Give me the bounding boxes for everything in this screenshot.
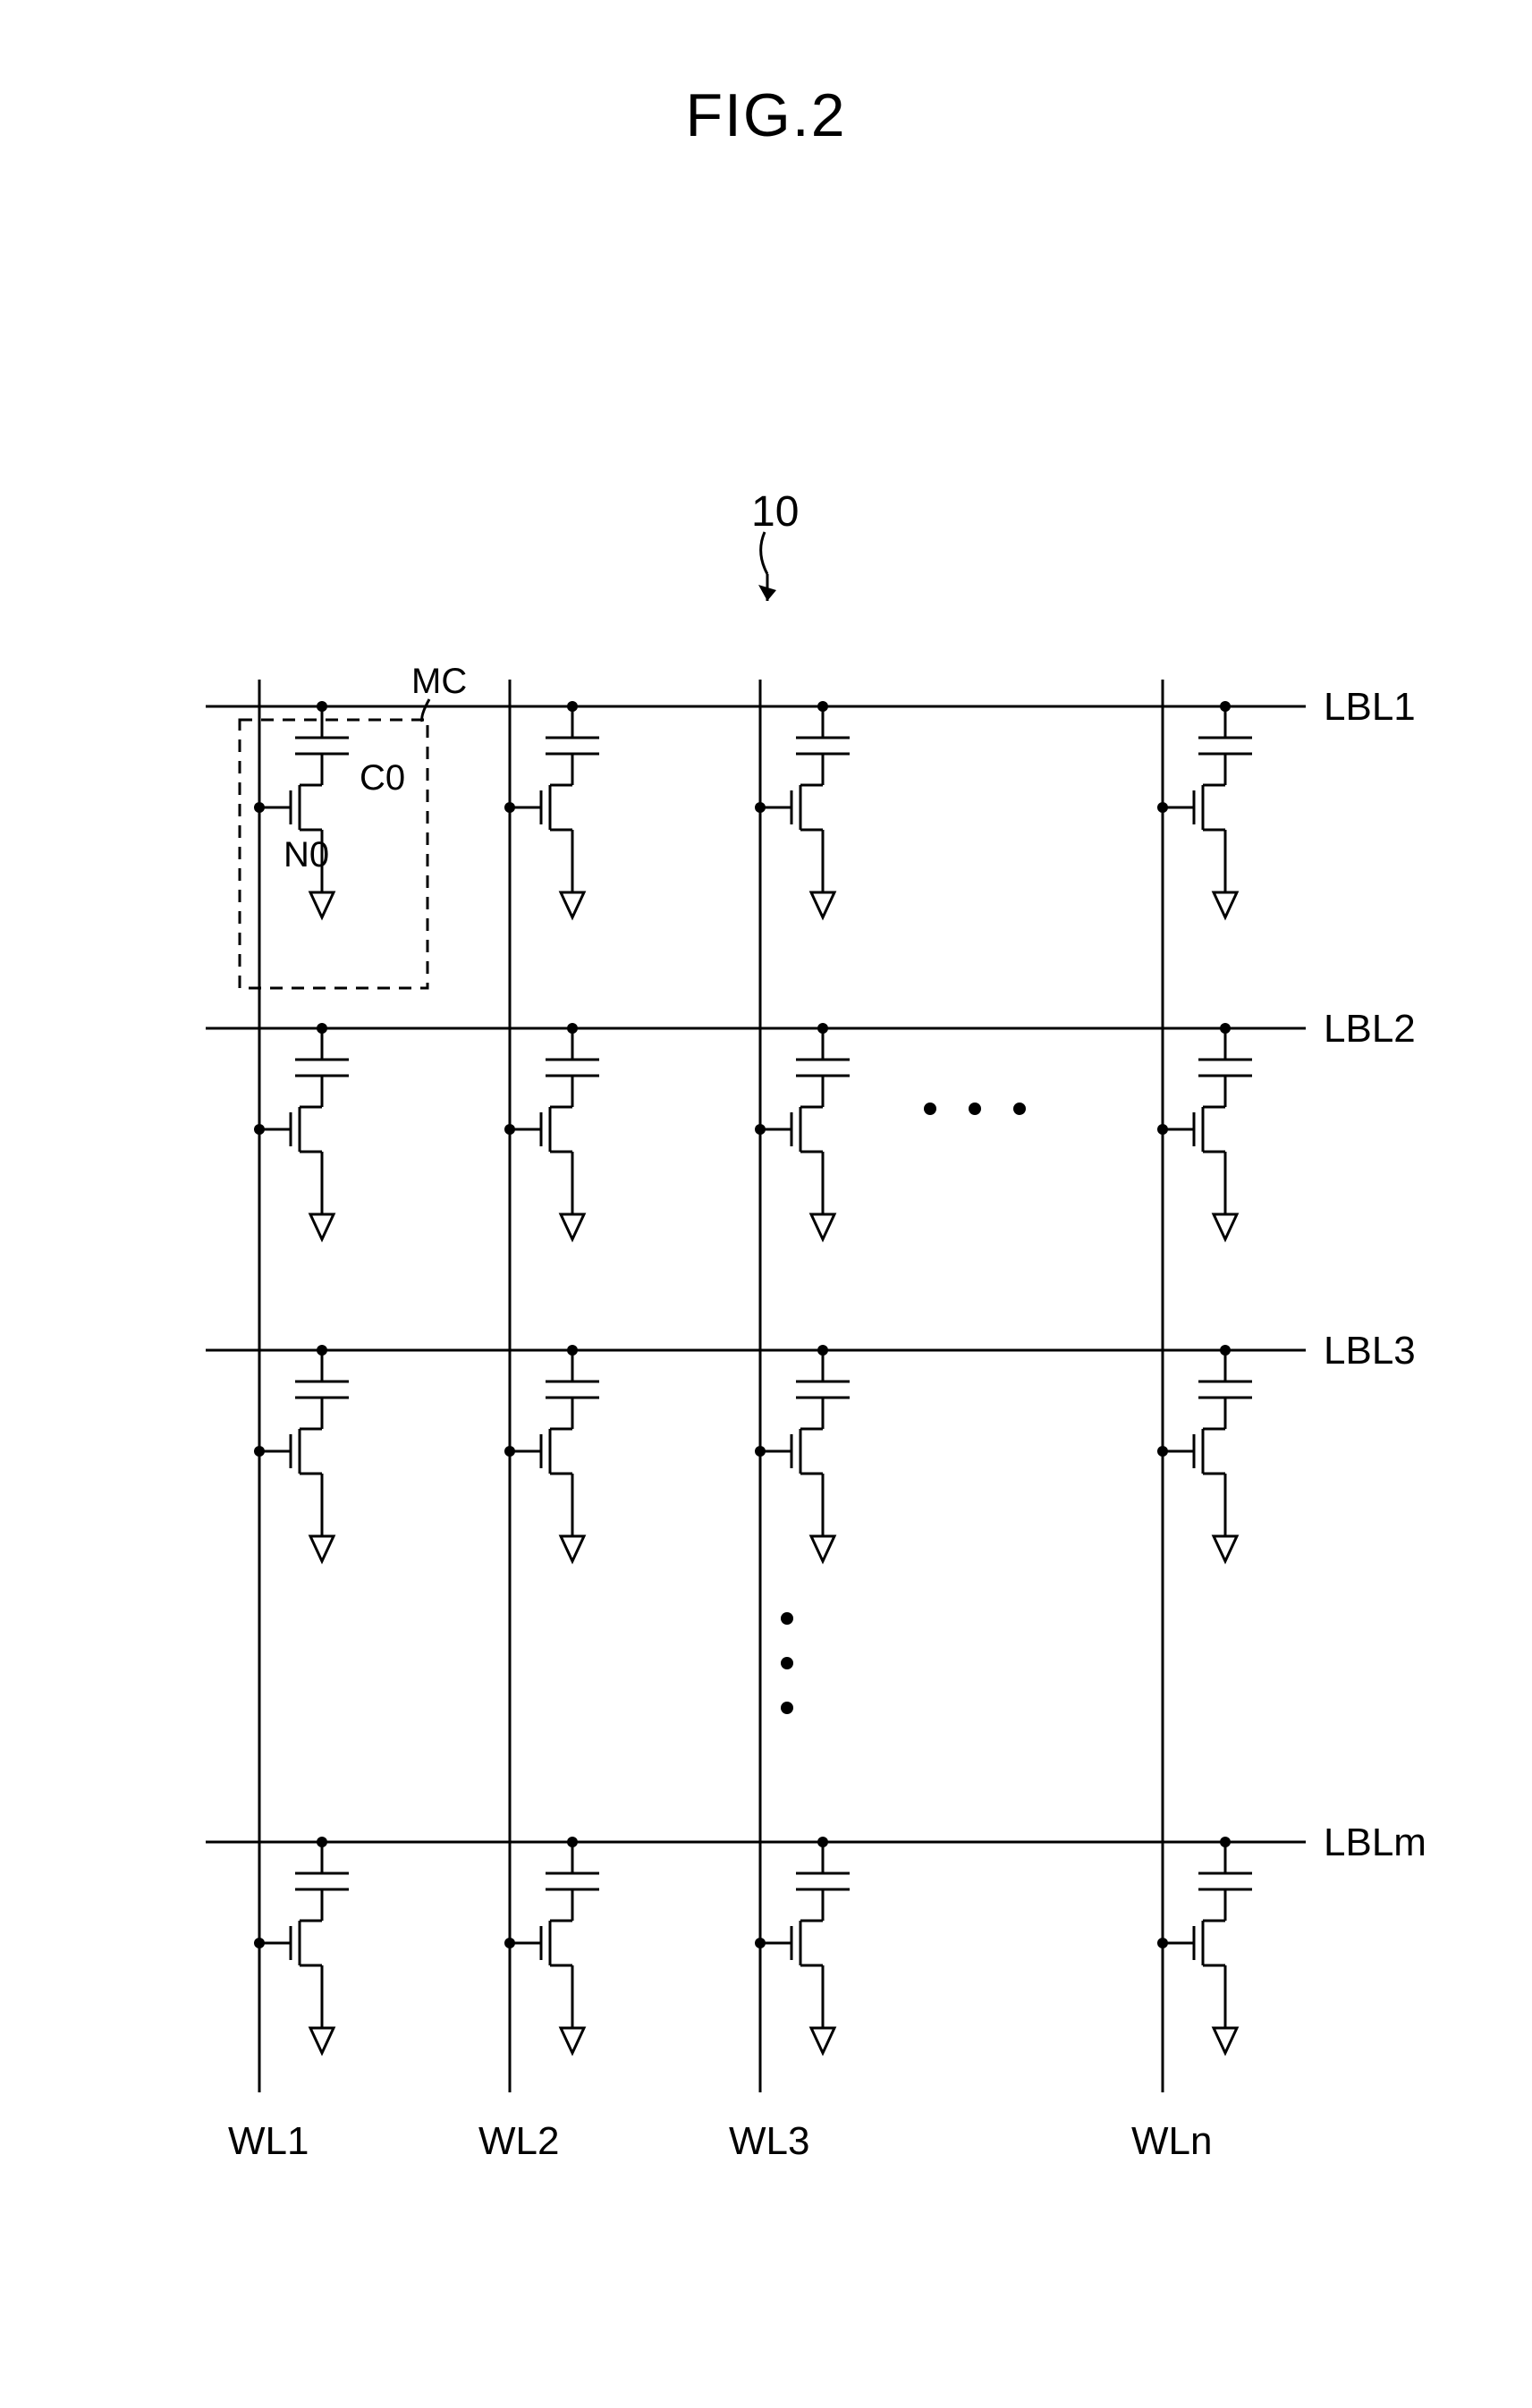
circuit-diagram (0, 0, 1532, 2408)
